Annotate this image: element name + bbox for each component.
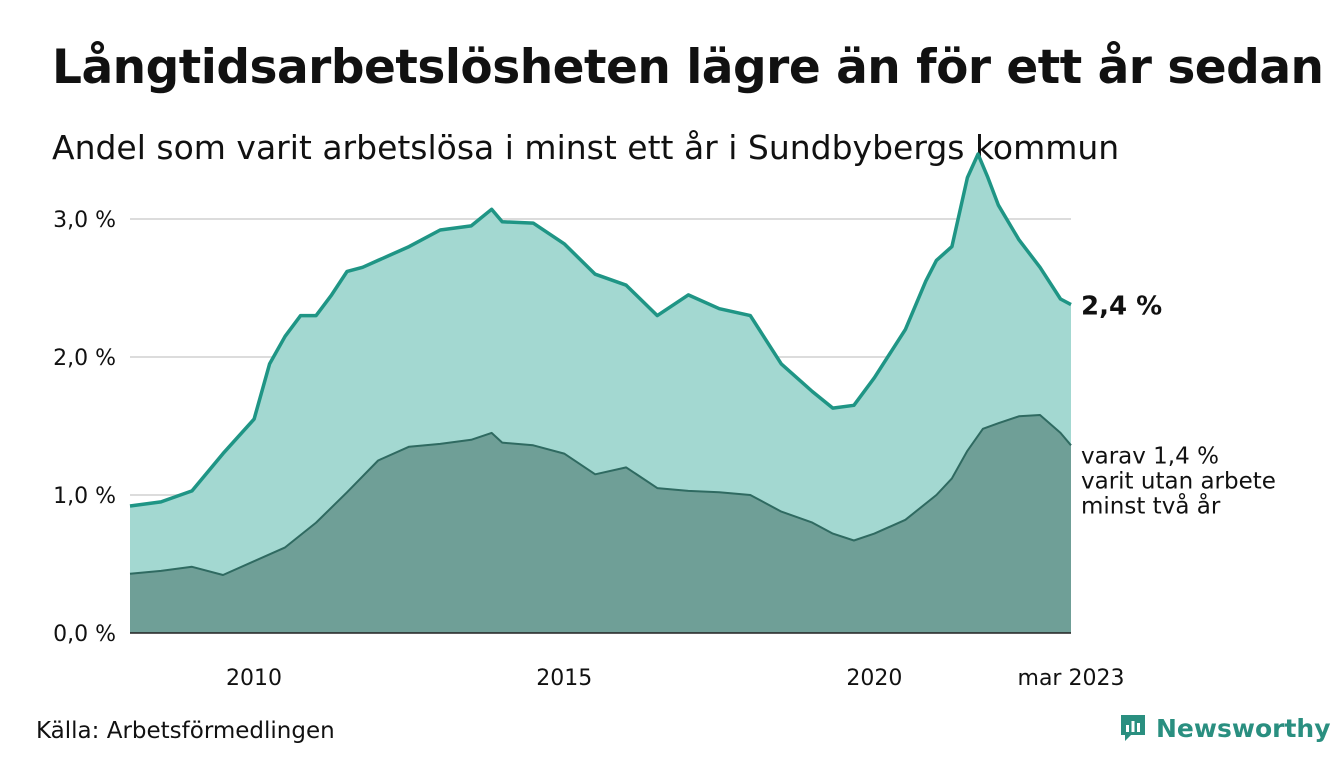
x-tick-label-1: 2015 xyxy=(536,666,592,691)
series-end-labels: 2,4 % varav 1,4 % varit utan arbete mins… xyxy=(1081,292,1276,520)
series-areas xyxy=(129,152,1072,633)
axes: 0,0 % 1,0 % 2,0 % 3,0 % 2010 2015 2020 mar 2023 xyxy=(53,208,1124,691)
y-tick-label-3: 3,0 % xyxy=(53,208,116,233)
chart-title: Långtidsarbetslösheten lägre än för ett … xyxy=(52,40,1324,95)
y-tick-label-1: 1,0 % xyxy=(53,484,116,509)
brand-name: Newsworthy xyxy=(1156,713,1331,743)
lower-series-end-label-line-1: varav 1,4 % xyxy=(1081,443,1219,469)
brand-chart-icon xyxy=(1121,715,1145,741)
lower-series-end-label-line-2: varit utan arbete xyxy=(1081,468,1276,494)
upper-series-line xyxy=(129,152,1072,508)
x-tick-label-0: 2010 xyxy=(226,666,282,691)
y-tick-label-2: 2,0 % xyxy=(53,346,116,371)
source-note: Källa: Arbetsförmedlingen xyxy=(36,718,335,744)
x-tick-label-2: 2020 xyxy=(846,666,902,691)
lower-series-line xyxy=(129,414,1072,576)
lower-series-end-label-line-3: minst två år xyxy=(1081,491,1221,519)
chart-subtitle: Andel som varit arbetslösa i minst ett å… xyxy=(52,128,1120,167)
y-tick-label-0: 0,0 % xyxy=(53,622,116,647)
upper-series-end-label: 2,4 % xyxy=(1081,292,1162,322)
lower-series-area xyxy=(130,415,1071,633)
x-tick-label-3: mar 2023 xyxy=(1018,666,1125,691)
newsworthy-logo: Newsworthy xyxy=(1118,712,1331,744)
